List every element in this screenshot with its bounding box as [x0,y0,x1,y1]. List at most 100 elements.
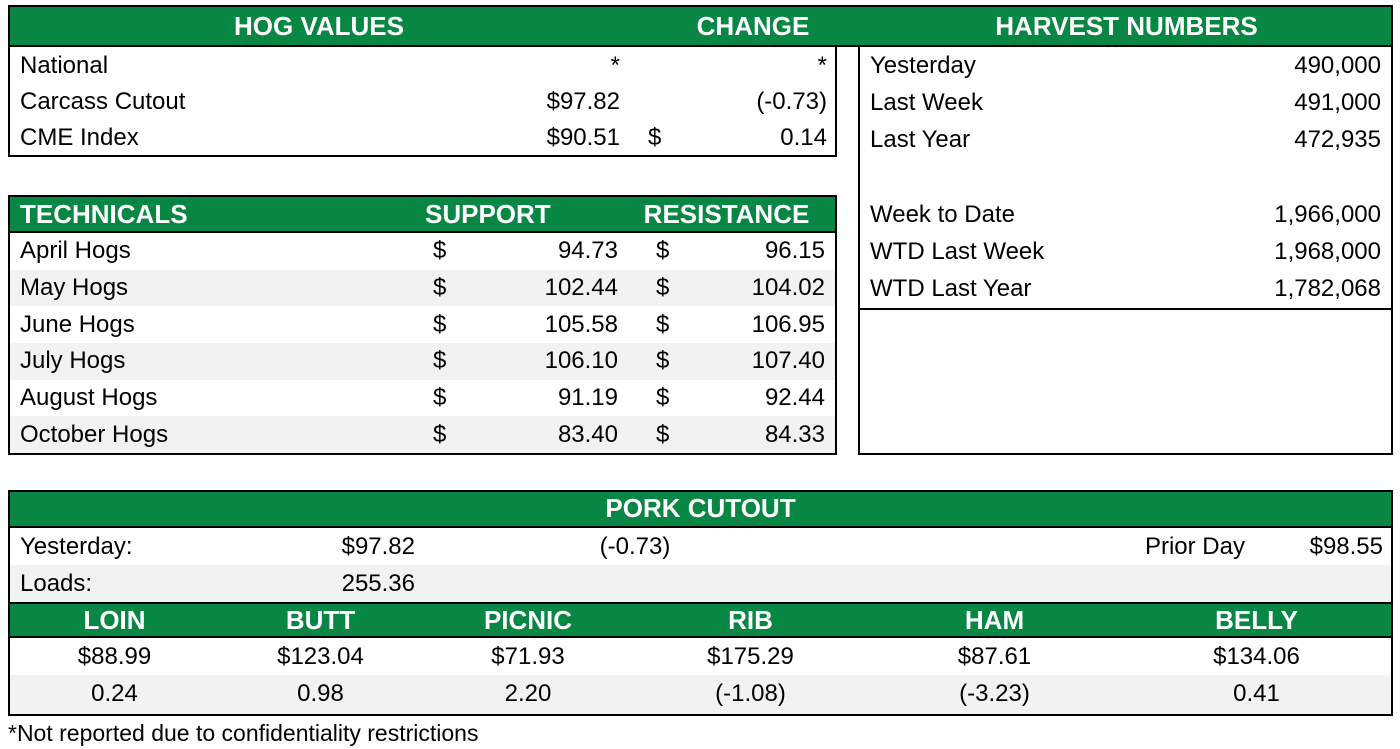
currency-symbol: $ [433,310,447,338]
cut-change: 0.98 [297,680,344,707]
technicals-table: April Hogs $94.73 $96.15 May Hogs $102.4… [8,233,837,455]
support-cell: $105.58 [425,307,618,343]
table-row: CME Index $90.51 $ 0.14 [10,119,835,155]
currency-symbol: $ [656,347,670,375]
table-row: July Hogs $106.10 $107.40 [10,343,835,380]
support-value: 102.44 [544,274,618,301]
column-header: BUTT [285,605,356,635]
confidentiality-footnote: *Not reported due to confidentiality res… [8,720,479,746]
cut-value: $123.04 [277,643,364,670]
row-label: Last Week [870,88,983,116]
pork-cuts-change-row: 0.24 0.98 2.20 (-1.08) (-3.23) 0.41 [10,675,1391,714]
row-value: $90.51 [546,123,620,151]
table-row: WTD Last Week 1,968,000 [860,233,1391,270]
currency-symbol: $ [656,237,670,265]
row-label: October Hogs [20,420,169,448]
top-header-bar: HOG VALUES CHANGE HARVEST NUMBERS [8,5,1393,47]
yesterday-label: Yesterday: [20,533,133,560]
currency-prefix [620,48,666,83]
row-value: 491,000 [1294,88,1381,116]
resistance-cell: $107.40 [618,343,835,379]
support-value: 91.19 [557,384,618,412]
resistance-header: RESISTANCE [643,199,810,229]
support-cell: $91.19 [425,380,618,416]
yesterday-change: (-0.73) [599,533,671,560]
support-cell: $83.40 [425,417,618,453]
row-label: National [20,51,109,79]
row-label: WTD Last Year [870,275,1032,303]
row-change: $ 0.14 [620,120,835,155]
cut-value: $71.93 [491,643,565,670]
resistance-cell: $106.95 [618,307,835,343]
row-label: CME Index [20,123,139,151]
row-label: WTD Last Week [870,238,1045,266]
currency-symbol: $ [656,420,670,448]
table-row: Last Week 491,000 [860,84,1391,121]
cut-value: $134.06 [1213,643,1300,670]
row-label: Last Year [870,126,971,154]
row-value: 490,000 [1294,51,1381,79]
column-header: RIB [728,605,773,635]
row-label: Carcass Cutout [20,87,186,115]
row-label: April Hogs [20,237,131,265]
change-value: * [817,51,827,79]
currency-symbol: $ [433,384,447,412]
yesterday-value: $97.82 [341,533,415,560]
resistance-value: 84.33 [764,420,825,448]
table-row: Yesterday 490,000 [860,47,1391,84]
row-change: * [620,48,835,83]
change-value: 0.14 [780,123,827,151]
row-label: Yesterday [870,51,976,79]
currency-symbol: $ [656,384,670,412]
resistance-value: 106.95 [751,310,825,338]
support-cell: $106.10 [425,343,618,379]
table-row: May Hogs $102.44 $104.02 [10,269,835,307]
cut-value: $87.61 [957,643,1032,670]
loads-row: Loads: 255.36 [10,565,1391,602]
resistance-value: 107.40 [751,347,825,375]
resistance-value: 96.15 [764,237,825,265]
row-value: $97.82 [546,87,620,115]
resistance-value: 104.02 [751,274,825,301]
row-label: June Hogs [20,310,135,338]
column-header: PICNIC [483,605,573,635]
support-cell: $102.44 [425,270,618,306]
column-header: BELLY [1215,605,1298,635]
row-label: August Hogs [20,384,158,412]
yesterday-row: Yesterday: $97.82 (-0.73) Prior Day $98.… [10,528,1391,565]
row-value: 472,935 [1294,126,1381,154]
currency-prefix [620,84,666,119]
row-change: (-0.73) [620,84,835,119]
cut-change: (-3.23) [959,680,1030,707]
support-value: 106.10 [544,347,618,375]
hog-values-table: National * * Carcass Cutout $97.82 (-0.7… [8,47,837,157]
prior-day-label: Prior Day [1144,533,1245,560]
support-value: 94.73 [557,237,618,265]
row-value: 1,966,000 [1274,200,1381,228]
resistance-value: 92.44 [764,384,825,412]
pork-cutout-title: PORK CUTOUT [10,492,1391,528]
row-value: * [610,51,620,79]
currency-symbol: $ [656,274,670,301]
currency-symbol: $ [656,310,670,338]
support-cell: $94.73 [425,233,618,269]
pork-cuts-header-row: LOIN BUTT PICNIC RIB HAM BELLY [10,602,1391,638]
cut-change: 0.41 [1233,680,1280,707]
resistance-cell: $96.15 [618,233,835,269]
support-value: 105.58 [544,310,618,338]
pork-cuts-value-row: $88.99 $123.04 $71.93 $175.29 $87.61 $13… [10,638,1391,675]
table-row: WTD Last Year 1,782,068 [860,271,1391,308]
loads-value: 255.36 [341,570,415,597]
hog-values-title: HOG VALUES [234,11,404,41]
column-header: LOIN [83,605,146,635]
cut-change: 2.20 [504,680,552,707]
support-value: 83.40 [557,420,618,448]
resistance-cell: $84.33 [618,417,835,453]
column-header: HAM [964,605,1025,635]
currency-symbol: $ [433,274,447,301]
harvest-numbers-title: HARVEST NUMBERS [995,11,1258,41]
table-row: National * * [10,47,835,83]
table-row: August Hogs $91.19 $92.44 [10,380,835,417]
cut-change: 0.24 [91,680,138,707]
table-row: April Hogs $94.73 $96.15 [10,233,835,270]
